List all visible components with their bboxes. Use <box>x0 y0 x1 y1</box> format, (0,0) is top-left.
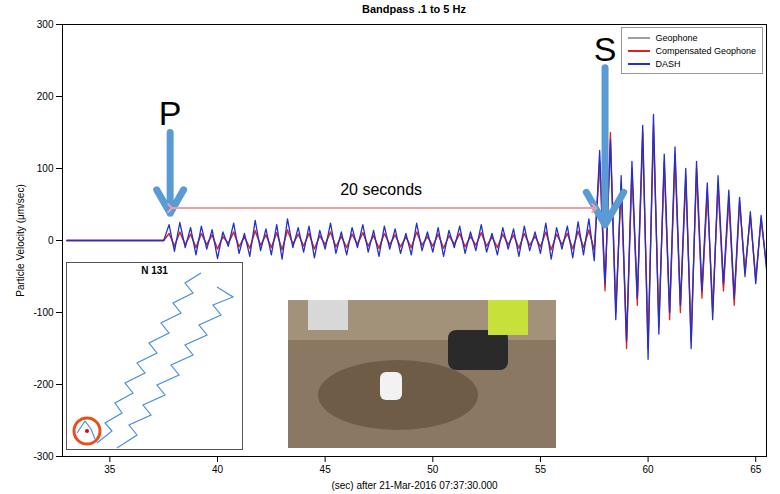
svg-text:20 seconds: 20 seconds <box>340 181 422 198</box>
html-text:Compensated Geophone: Compensated Geophone <box>655 45 756 56</box>
svg-text:50: 50 <box>427 464 439 475</box>
html-text:Geophone: Geophone <box>655 32 698 43</box>
svg-text:300: 300 <box>37 19 54 30</box>
svg-text:Particle Velocity (μm/sec): Particle Velocity (μm/sec) <box>15 184 26 296</box>
svg-text:-100: -100 <box>33 307 53 318</box>
svg-text:45: 45 <box>320 464 332 475</box>
html-text:DASH: DASH <box>655 58 681 69</box>
svg-text:P: P <box>159 94 182 132</box>
svg-text:40: 40 <box>212 464 224 475</box>
svg-text:55: 55 <box>535 464 547 475</box>
html-text:N 131: N 131 <box>141 265 168 276</box>
svg-text:(sec) after 21-Mar-2016 07:37:: (sec) after 21-Mar-2016 07:37:30.000 <box>331 480 498 491</box>
svg-text:-200: -200 <box>33 379 53 390</box>
svg-text:35: 35 <box>104 464 116 475</box>
svg-text:65: 65 <box>750 464 762 475</box>
svg-text:100: 100 <box>37 163 54 174</box>
svg-text:-300: -300 <box>33 451 53 462</box>
svg-text:60: 60 <box>643 464 655 475</box>
svg-text:S: S <box>594 30 617 68</box>
svg-text:0: 0 <box>48 235 54 246</box>
html-text:Bandpass .1 to 5 Hz: Bandpass .1 to 5 Hz <box>362 3 466 15</box>
svg-text:200: 200 <box>37 91 54 102</box>
